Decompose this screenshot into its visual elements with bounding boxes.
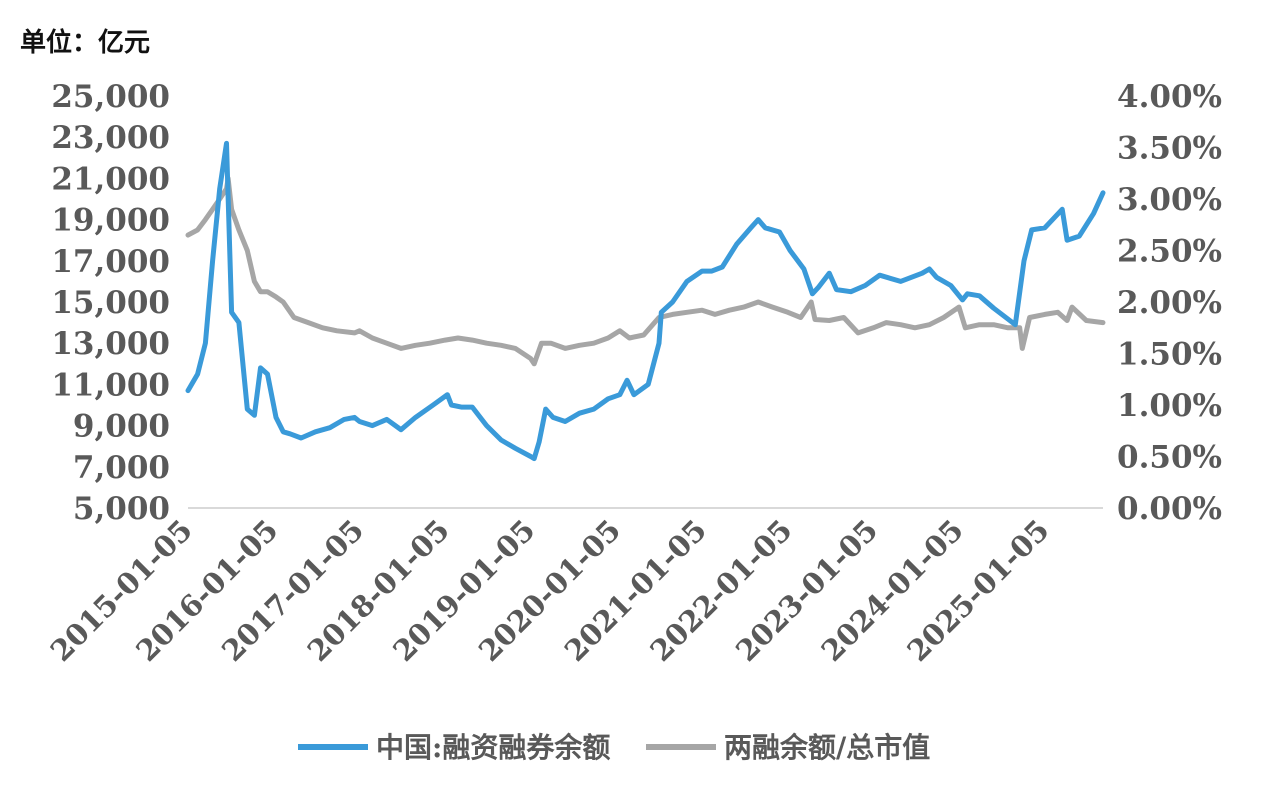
left-axis-tick-label: 9,000 [73, 409, 170, 445]
plot-area [185, 140, 1106, 462]
right-axis-ticks: 0.00% 0.50% 1.00% 1.50% 2.00% 2.50% 3.00% 3.50%… [1117, 79, 1222, 527]
right-axis-tick-label: 2.00% [1117, 285, 1222, 321]
left-axis-tick-label: 5,000 [73, 491, 170, 527]
right-axis-tick-label: 3.50% [1117, 131, 1222, 167]
legend-label: 中国:融资融券余额 [376, 731, 610, 764]
left-axis-tick-label: 13,000 [51, 326, 170, 362]
right-axis-tick-label: 1.00% [1117, 388, 1222, 424]
left-axis-tick-label: 25,000 [51, 79, 170, 115]
right-axis-tick-label: 2.50% [1117, 234, 1222, 270]
right-axis-tick-label: 1.50% [1117, 337, 1222, 373]
left-axis-tick-label: 11,000 [51, 367, 170, 403]
left-axis-tick-label: 21,000 [51, 161, 170, 197]
x-axis-ticks: 2015-01-052016-01-052017-01-052018-01-05… [44, 513, 1056, 668]
left-axis-tick-label: 23,000 [51, 120, 170, 156]
right-axis-tick-label: 0.00% [1117, 491, 1222, 527]
margin-ratio-line [185, 175, 1106, 367]
left-axis-tick-label: 17,000 [51, 244, 170, 280]
legend-label: 两融余额/总市值 [724, 731, 930, 764]
right-axis-tick-label: 0.50% [1117, 440, 1222, 476]
left-axis-tick-label: 15,000 [51, 285, 170, 321]
left-axis-tick-label: 7,000 [73, 450, 170, 486]
right-axis-tick-label: 4.00% [1117, 79, 1222, 115]
left-axis-ticks: 5,000 7,000 9,000 11,000 13,000 15,000 17,000 1… [51, 79, 170, 527]
left-axis-tick-label: 19,000 [51, 203, 170, 239]
right-axis-tick-label: 3.00% [1117, 182, 1222, 218]
unit-label: 单位：亿元 [20, 28, 151, 58]
margin-balance-line [185, 140, 1106, 462]
legend: 中国:融资融券余额 两融余额/总市值 [298, 731, 930, 764]
